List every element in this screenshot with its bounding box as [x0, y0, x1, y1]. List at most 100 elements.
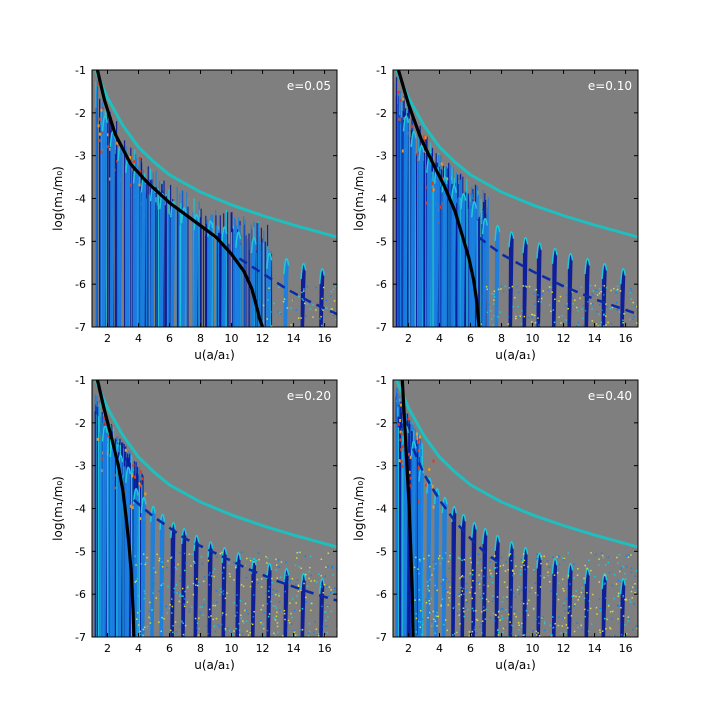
- resonance-streak-edge: [250, 236, 257, 254]
- noise-point: [591, 320, 594, 322]
- noise-point: [524, 568, 526, 571]
- noise-point: [417, 568, 419, 570]
- noise-point: [630, 290, 633, 293]
- noise-point: [430, 611, 432, 613]
- dashed-curve: [238, 257, 337, 316]
- noise-point: [577, 309, 579, 312]
- noise-point: [624, 624, 626, 626]
- noise-point: [622, 595, 624, 598]
- noise-point: [497, 616, 500, 618]
- noise-point: [470, 555, 472, 557]
- y-tick-label: -6: [75, 278, 86, 291]
- hot-spot: [399, 438, 402, 442]
- noise-point: [142, 628, 145, 631]
- noise-point: [506, 596, 508, 598]
- noise-point: [287, 581, 290, 583]
- resonance-streaks: [101, 425, 326, 637]
- noise-point: [328, 586, 331, 588]
- noise-point: [474, 592, 476, 594]
- noise-point: [466, 600, 469, 603]
- noise-point: [598, 581, 601, 583]
- noise-point: [160, 584, 163, 587]
- noise-point: [429, 565, 431, 568]
- noise-point: [605, 324, 607, 326]
- noise-point: [525, 286, 528, 288]
- noise-point: [322, 286, 325, 289]
- noise-point: [310, 574, 312, 577]
- noise-point: [594, 284, 596, 287]
- noise-point: [495, 572, 498, 575]
- noise-point: [207, 559, 210, 562]
- noise-point: [628, 554, 630, 556]
- noise-point: [632, 318, 634, 321]
- resonance-streak-edge: [441, 496, 448, 514]
- noise-point: [577, 567, 579, 570]
- x-tick-label: 16: [318, 332, 332, 345]
- noise-point: [548, 566, 551, 568]
- noise-point: [622, 595, 625, 597]
- noise-point: [477, 581, 479, 584]
- noise-point: [603, 294, 605, 296]
- noise-point: [295, 309, 298, 311]
- noise-point: [504, 570, 507, 572]
- noise-point: [300, 567, 303, 570]
- noise-point: [558, 300, 560, 302]
- noise-point: [603, 325, 605, 327]
- noise-point: [253, 610, 255, 613]
- noise-point: [532, 325, 534, 327]
- noise-point: [312, 316, 314, 318]
- noise-point: [181, 620, 183, 622]
- noise-point: [537, 616, 540, 618]
- y-tick-label: -3: [75, 150, 86, 163]
- resonance-streak: [133, 488, 139, 637]
- noise-point: [634, 585, 636, 587]
- hot-spot: [417, 449, 420, 453]
- noise-point: [196, 627, 199, 629]
- resonance-streak: [109, 441, 115, 637]
- x-tick-label: 4: [135, 332, 142, 345]
- noise-point: [564, 305, 567, 307]
- resonance-streak-edge: [318, 578, 326, 595]
- noise-point: [286, 307, 289, 309]
- noise-point: [550, 310, 552, 313]
- noise-point: [181, 595, 183, 597]
- noise-point: [414, 599, 416, 601]
- noise-point: [188, 553, 191, 555]
- noise-point: [326, 604, 328, 607]
- noise-point: [468, 631, 471, 633]
- noise-point: [517, 629, 520, 631]
- resonance-streak: [300, 573, 306, 637]
- noise-point: [500, 557, 503, 559]
- noise-point: [244, 609, 246, 612]
- y-tick-label: -6: [376, 278, 387, 291]
- noise-point: [635, 625, 638, 627]
- noise-point: [334, 285, 337, 288]
- hot-spot: [399, 430, 402, 434]
- noise-point: [239, 599, 242, 602]
- y-tick-label: -6: [376, 588, 387, 601]
- noise-point: [521, 561, 524, 564]
- noise-point: [271, 577, 273, 580]
- noise-point: [582, 324, 585, 327]
- noise-point: [439, 555, 441, 557]
- noise-point: [213, 575, 215, 578]
- noise-point: [255, 559, 258, 562]
- noise-point: [241, 633, 244, 635]
- noise-point: [223, 566, 225, 569]
- noise-point: [458, 614, 460, 616]
- noise-point: [419, 626, 422, 629]
- hot-spot: [439, 205, 442, 209]
- resonance-streak-edge: [300, 262, 307, 280]
- noise-point: [449, 600, 451, 602]
- noise-point: [618, 602, 621, 604]
- hot-spot: [410, 124, 413, 128]
- noise-point: [175, 631, 177, 633]
- noise-point: [137, 595, 140, 597]
- noise-point: [540, 301, 542, 303]
- noise-point: [313, 631, 315, 634]
- noise-point: [497, 288, 500, 291]
- noise-point: [598, 313, 601, 315]
- resonance-streak: [434, 488, 440, 637]
- noise-point: [203, 598, 205, 601]
- noise-point: [622, 319, 624, 322]
